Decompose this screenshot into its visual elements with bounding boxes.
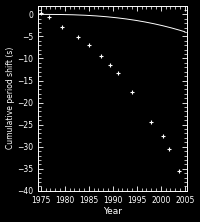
Y-axis label: Cumulative period shift (s): Cumulative period shift (s) — [6, 47, 15, 149]
X-axis label: Year: Year — [103, 207, 122, 216]
